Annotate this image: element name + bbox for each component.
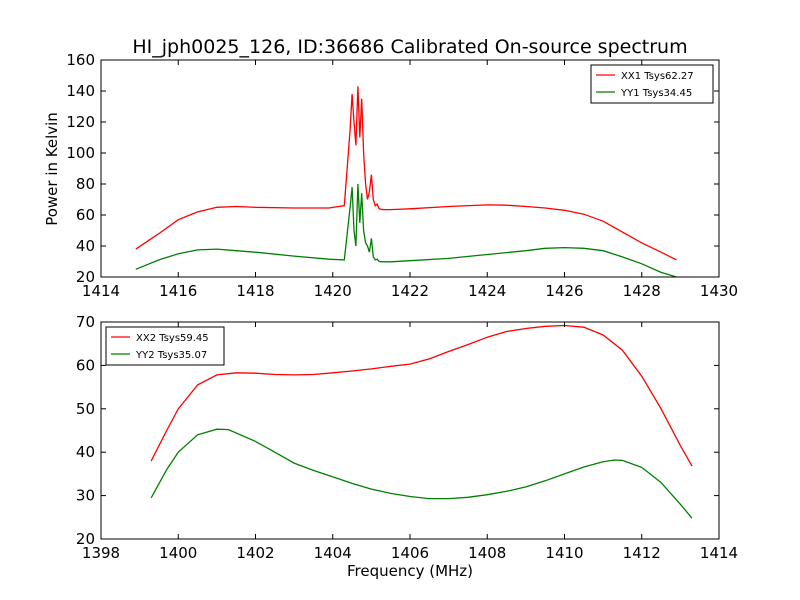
legend-box-1 — [105, 326, 225, 366]
legend-label-0-0: XX1 Tsys62.27 — [621, 71, 694, 82]
x-tick-label-1-4: 1406 — [391, 544, 429, 562]
x-tick-label-1-6: 1410 — [545, 544, 583, 562]
x-tick-label-0-6: 1426 — [545, 282, 583, 300]
x-tick-label-0-5: 1424 — [468, 282, 506, 300]
series-line-1-0 — [150, 324, 693, 467]
legend-box-0 — [590, 64, 714, 104]
y-tick-label-0-4: 100 — [66, 144, 95, 162]
y-tick-label-0-6: 140 — [66, 82, 95, 100]
series-line-0-1 — [135, 183, 677, 278]
y-tick-label-0-7: 160 — [66, 51, 95, 69]
x-tick-label-0-7: 1428 — [623, 282, 661, 300]
x-tick-label-1-1: 1400 — [159, 544, 197, 562]
legend-label-0-1: YY1 Tsys34.45 — [620, 88, 692, 99]
y-tick-label-0-3: 80 — [76, 175, 95, 193]
series-line-0-0 — [135, 86, 677, 261]
legend-label-1-1: YY2 Tsys35.07 — [135, 350, 207, 361]
x-tick-label-0-4: 1422 — [391, 282, 429, 300]
x-tick-label-1-3: 1404 — [314, 544, 352, 562]
y-tick-label-0-2: 60 — [76, 206, 95, 224]
y-tick-label-1-0: 20 — [76, 530, 95, 548]
legend-1: XX2 Tsys59.45 YY2 Tsys35.07 — [105, 326, 225, 366]
chart-title: HI_jph0025_126, ID:36686 Calibrated On-s… — [132, 36, 687, 58]
y-tick-label-0-5: 120 — [66, 113, 95, 131]
legend-0: XX1 Tsys62.27 YY1 Tsys34.45 — [590, 64, 714, 104]
legend-label-1-0: XX2 Tsys59.45 — [136, 333, 209, 344]
x-tick-label-1-5: 1408 — [468, 544, 506, 562]
y-tick-label-1-4: 60 — [76, 356, 95, 374]
x-tick-label-0-3: 1420 — [314, 282, 352, 300]
bottom-xlabel: Frequency (MHz) — [347, 562, 473, 580]
y-tick-label-1-3: 50 — [76, 400, 95, 418]
x-tick-label-1-8: 1414 — [700, 544, 738, 562]
y-tick-label-0-0: 20 — [76, 268, 95, 286]
x-tick-label-0-1: 1416 — [159, 282, 197, 300]
y-tick-label-1-2: 40 — [76, 443, 95, 461]
x-tick-label-1-2: 1402 — [236, 544, 274, 562]
top-plot: 1414 1416 1418 1420 1422 1424 1426 1428 1430 20 40… — [66, 51, 738, 300]
top-ylabel: Power in Kelvin — [43, 112, 61, 226]
y-tick-label-0-1: 40 — [76, 237, 95, 255]
bottom-plot: 1398 1400 1402 1404 1406 1408 1410 1412 1414 20 30… — [76, 313, 738, 562]
y-tick-label-1-1: 30 — [76, 487, 95, 505]
x-tick-label-0-8: 1430 — [700, 282, 738, 300]
x-tick-label-1-7: 1412 — [623, 544, 661, 562]
x-tick-label-0-2: 1418 — [236, 282, 274, 300]
x-tick-label-0-0: 1414 — [82, 282, 120, 300]
x-tick-label-1-0: 1398 — [82, 544, 120, 562]
series-line-1-1 — [150, 428, 693, 519]
y-tick-label-1-5: 70 — [76, 313, 95, 331]
